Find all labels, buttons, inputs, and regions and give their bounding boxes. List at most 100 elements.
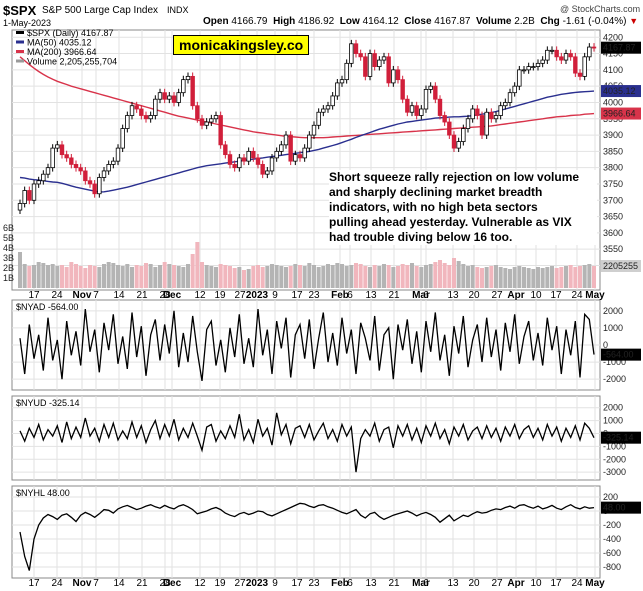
x-tick-label: Nov <box>73 578 92 589</box>
candle-body <box>400 79 405 100</box>
volume-bar <box>461 264 466 288</box>
indicator-tick-label: -1000 <box>603 441 626 451</box>
candle-body <box>330 95 335 107</box>
x-tick-label: 27 <box>491 290 503 301</box>
candle-body <box>381 56 387 61</box>
volume-bar <box>382 264 386 288</box>
annotation-box: Short squeeze rally rejection on low vol… <box>329 170 597 245</box>
indicator-tick-label: -3000 <box>603 467 626 477</box>
volume-bar <box>214 267 218 288</box>
last-price-tag-bg <box>601 41 641 54</box>
volume-tick-label: 5B <box>3 233 14 243</box>
candle-body <box>535 62 541 68</box>
volume-bar <box>106 262 111 288</box>
volume-bar <box>83 268 88 288</box>
candle-body <box>433 85 438 100</box>
x-tick-label: 13 <box>365 578 377 589</box>
candle-body <box>50 147 55 169</box>
volume-bar <box>442 263 447 288</box>
x-tick-label: 7 <box>93 290 99 301</box>
volume-bar <box>340 264 344 288</box>
legend-swatch <box>16 40 24 44</box>
candle-body <box>148 115 153 120</box>
volume-bar <box>69 262 74 288</box>
indicator-title: $NYAD -564.00 <box>16 302 78 312</box>
candle-body <box>241 157 247 162</box>
candle-body <box>209 118 214 123</box>
ma50-tag-bg <box>601 85 641 98</box>
candle-body <box>568 53 573 58</box>
volume-bar <box>302 266 307 288</box>
x-tick-label: 13 <box>447 578 459 589</box>
volume-bar <box>466 266 470 288</box>
candle-body <box>484 111 489 136</box>
x-tick-label: Dec <box>163 290 182 301</box>
volume-bar <box>372 265 377 288</box>
volume-bar <box>223 265 228 288</box>
legend-swatch <box>16 31 24 34</box>
volume-bar <box>480 268 484 288</box>
volume-bar <box>148 264 153 288</box>
annotation-line: pulling ahead yesterday. Vulnerable as V… <box>329 215 572 229</box>
legend-swatch <box>16 50 24 53</box>
x-tick-label: 23 <box>308 290 320 301</box>
exchange-label: INDX <box>167 5 189 15</box>
volume-bar <box>209 266 214 288</box>
candle-body <box>325 105 331 110</box>
indicator-tick-label: 2000 <box>603 403 623 413</box>
indicator-tick-label: 0 <box>603 340 608 350</box>
volume-bar <box>279 266 284 288</box>
candle-body <box>283 134 289 146</box>
volume-bar <box>246 269 251 288</box>
volume-bar <box>354 263 358 288</box>
x-tick-label: 6 <box>347 578 353 589</box>
candle-body <box>531 66 536 69</box>
candle-body <box>563 53 569 61</box>
volume-bar <box>41 263 46 288</box>
volume-value: 2.2B <box>514 16 535 27</box>
indicator-tick-label: -2000 <box>603 454 626 464</box>
volume-bar <box>200 262 204 288</box>
candle-body <box>447 121 452 136</box>
x-tick-label: 13 <box>447 290 459 301</box>
volume-bar <box>293 264 298 288</box>
indicator-tick-label: 2000 <box>603 306 623 316</box>
x-tick-label: 24 <box>51 578 63 589</box>
x-tick-label: 7 <box>93 578 99 589</box>
candle-body <box>162 92 167 100</box>
candle-body <box>265 170 270 175</box>
volume-bar <box>405 265 410 288</box>
down-arrow-icon: ▼ <box>629 16 639 26</box>
volume-bar <box>321 266 326 288</box>
volume-bar <box>363 266 368 288</box>
candle-body <box>344 62 349 81</box>
volume-bar <box>564 266 568 288</box>
x-tick-label: 24 <box>571 578 583 589</box>
volume-bar <box>326 264 330 288</box>
candle-body <box>274 150 279 159</box>
volume-bar <box>377 266 382 288</box>
candle-body <box>41 173 46 182</box>
candle-body <box>521 69 527 72</box>
volume-bar <box>22 264 27 288</box>
candle-body <box>27 190 32 201</box>
volume-bar <box>391 267 396 288</box>
candle-body <box>204 121 209 126</box>
x-tick-label: 27 <box>234 290 246 301</box>
candle-body <box>120 128 125 149</box>
volume-bar <box>386 265 391 288</box>
volume-bar <box>139 266 144 288</box>
x-tick-label: 20 <box>468 578 480 589</box>
indicator-tick-label: -2000 <box>603 374 626 384</box>
x-tick-label: 14 <box>113 290 125 301</box>
volume-bar <box>344 266 349 288</box>
volume-bar <box>256 265 260 288</box>
volume-bar <box>531 269 536 288</box>
volume-bar <box>410 263 414 288</box>
candle-body <box>139 108 144 116</box>
index-name: S&P 500 Large Cap Index <box>42 5 159 16</box>
candle-body <box>386 56 391 84</box>
x-tick-label: Feb <box>331 290 349 301</box>
price-tick-label: 4100 <box>603 65 623 75</box>
volume-bar <box>228 266 232 288</box>
